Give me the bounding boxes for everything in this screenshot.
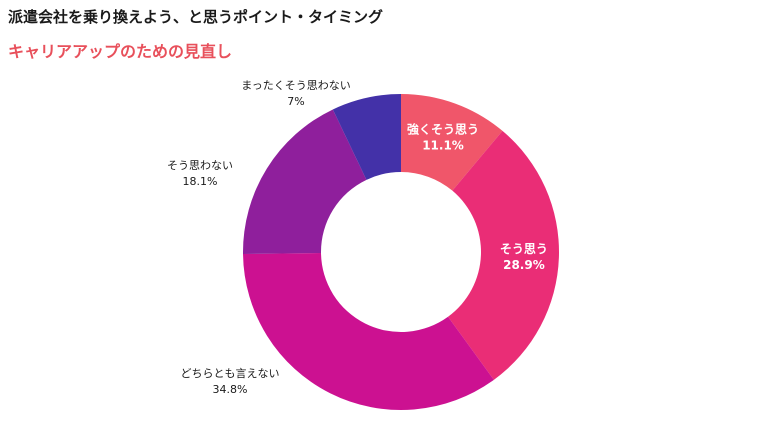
chart-title: 派遣会社を乗り換えよう、と思うポイント・タイミング bbox=[8, 8, 384, 26]
slice-label-5: まったくそう思わない bbox=[241, 79, 351, 92]
slice-value-1: 11.1% bbox=[422, 138, 464, 152]
chart-subtitle: キャリアアップのための見直し bbox=[8, 42, 233, 61]
slice-value-5: 7% bbox=[287, 95, 304, 108]
slice-4 bbox=[243, 109, 367, 254]
slice-label-2: そう思う bbox=[500, 242, 548, 256]
slice-label-4: そう思わない bbox=[167, 159, 233, 172]
slice-label-1: 強くそう思う bbox=[407, 121, 479, 136]
slice-2 bbox=[448, 130, 559, 380]
slice-value-4: 18.1% bbox=[183, 175, 218, 188]
slice-value-3: 34.8% bbox=[213, 383, 248, 396]
slice-value-2: 28.9% bbox=[503, 258, 545, 272]
slice-label-3: どちらとも言えない bbox=[181, 367, 280, 380]
slice-5 bbox=[332, 94, 401, 180]
slice-1 bbox=[401, 94, 503, 191]
slice-3 bbox=[243, 253, 494, 410]
